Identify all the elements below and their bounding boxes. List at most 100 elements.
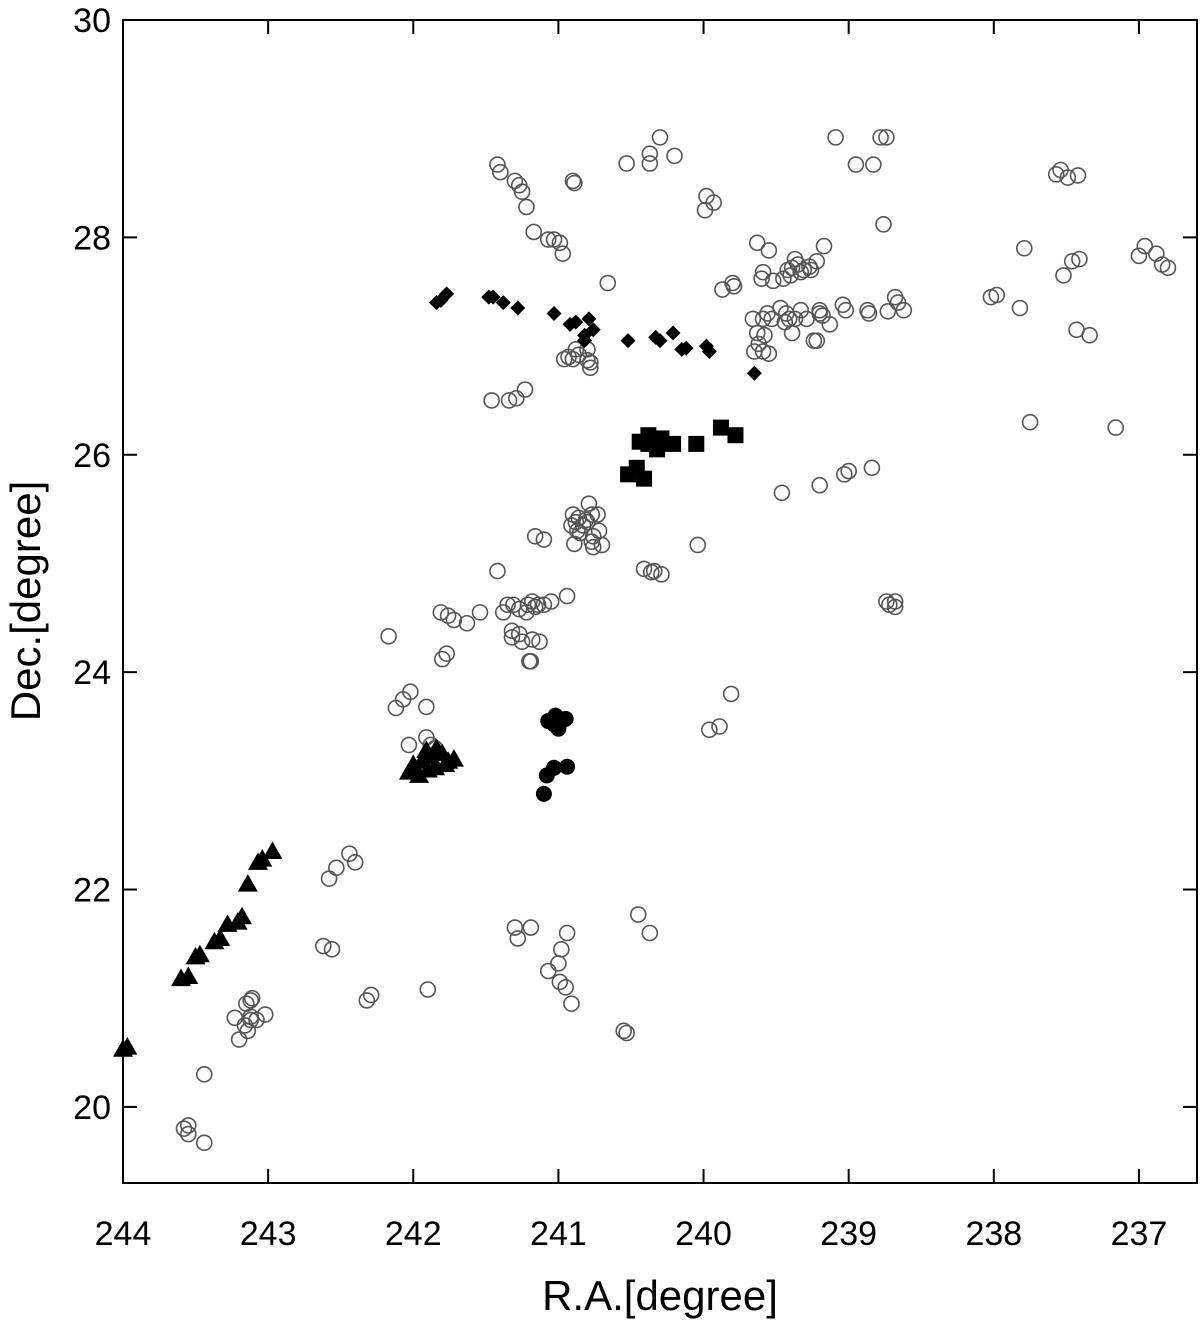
data-point-filled-square [727,427,744,444]
data-point-open-circle [760,345,778,362]
series-filled-diamond [428,286,762,381]
data-point-open-circle [555,350,573,368]
data-point-open-circle [433,650,451,668]
data-point-open-circle [557,979,574,996]
data-point-open-circle [242,1011,260,1029]
y-tick-label: 28 [73,219,111,257]
data-point-filled-triangle [247,852,268,870]
data-point-filled-diamond [652,333,668,349]
data-point-open-circle [439,607,457,624]
data-point-open-circle [777,305,795,322]
data-point-open-circle [471,604,489,621]
data-point-open-circle [582,354,599,371]
x-tick-label: 239 [820,1215,877,1253]
data-point-filled-triangle [262,841,283,859]
data-point-open-circle [195,1066,213,1083]
data-point-open-circle [242,992,260,1009]
data-point-open-circle [522,919,540,936]
data-point-open-circle [722,685,740,703]
data-point-open-circle [542,593,560,610]
data-point-open-circle [837,301,855,319]
data-point-filled-triangle [435,754,456,773]
data-point-open-circle [516,381,534,398]
data-point-open-circle [526,527,544,545]
series-filled-triangle [113,738,464,1057]
data-point-filled-circle [535,785,552,802]
data-point-open-circle [558,587,576,605]
data-point-filled-diamond [495,295,511,311]
data-point-open-circle [419,981,437,998]
data-point-open-circle [1015,239,1033,257]
data-point-filled-diamond [439,286,455,302]
data-point-open-circle [1011,299,1029,317]
data-point-filled-diamond [577,333,593,349]
data-point-filled-triangle [217,914,238,932]
data-point-open-circle [323,941,341,958]
data-point-open-circle [438,645,455,662]
data-point-open-circle [805,332,823,349]
data-point-filled-square [665,435,682,452]
data-point-open-circle [175,1120,193,1137]
data-point-filled-triangle [426,738,447,756]
data-point-open-circle [535,596,553,614]
data-point-open-circle [584,538,602,556]
data-point-open-circle [875,216,892,233]
data-point-filled-triangle [171,968,192,987]
data-point-filled-triangle [204,931,225,950]
data-point-open-circle [759,305,776,322]
data-point-open-circle [744,310,762,328]
data-point-open-circle [503,622,521,640]
data-point-open-circle [226,1009,244,1027]
data-point-open-circle [483,392,500,409]
data-point-open-circle [808,252,826,270]
data-point-open-circle [1069,167,1087,184]
data-point-filled-triangle [403,754,424,773]
data-point-open-circle [525,223,543,241]
data-point-open-circle [531,633,548,651]
data-point-filled-square [628,459,645,476]
data-point-open-circle [522,652,540,670]
data-point-open-circle [773,484,791,502]
data-point-open-circle [243,989,261,1007]
data-point-open-circle [574,517,592,534]
data-point-open-circle [860,305,878,322]
data-point-open-circle [798,310,815,328]
data-point-open-circle [380,627,397,645]
data-point-open-circle [518,198,535,216]
data-point-open-circle [1059,169,1077,186]
data-point-filled-diamond [620,333,636,349]
series-filled-square [620,419,744,487]
data-point-open-circle [847,156,865,173]
data-point-open-circle [509,930,527,947]
y-tick-label: 24 [73,654,111,692]
data-point-open-circle [567,513,585,531]
data-point-open-circle [346,854,364,871]
data-point-open-circle [1148,245,1165,262]
data-point-open-circle [641,145,659,162]
data-point-open-circle [489,562,506,580]
x-tick-label: 240 [675,1215,732,1253]
data-point-open-circle [256,1006,274,1023]
data-point-open-circle [802,261,820,279]
data-point-open-circle [341,845,358,862]
data-point-open-circle [615,1022,633,1040]
data-point-open-circle [566,535,583,553]
data-point-open-circle [872,129,889,146]
data-point-open-circle [878,129,895,146]
data-point-open-circle [513,633,531,651]
data-point-open-circle [1159,259,1177,277]
data-point-filled-diamond [746,365,762,381]
data-point-open-circle [599,274,617,292]
data-point-open-circle [489,156,506,173]
data-point-open-circle [362,986,380,1004]
data-point-open-circle [840,462,857,480]
data-point-open-circle [563,995,580,1012]
data-point-open-circle [701,721,718,739]
data-point-open-circle [760,242,778,259]
data-point-open-circle [988,286,1006,304]
data-point-open-circle [539,231,557,248]
x-tick-label: 241 [530,1215,587,1253]
y-tick-label: 30 [73,2,111,40]
data-point-open-circle [754,310,772,328]
data-point-open-circle [568,522,586,540]
